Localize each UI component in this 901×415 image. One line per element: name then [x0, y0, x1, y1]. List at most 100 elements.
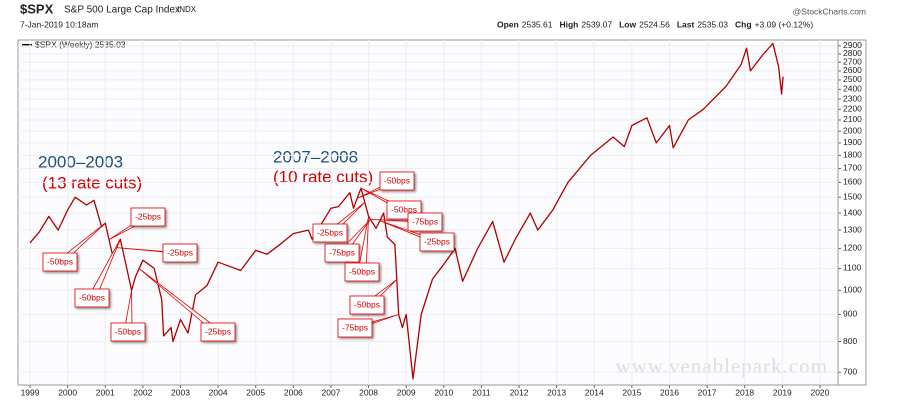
- y-tick-label: 1100: [843, 263, 862, 273]
- quote-label: Low: [619, 19, 636, 29]
- quote-value: 2539.07: [581, 19, 612, 29]
- y-tick-label: 2600: [843, 65, 862, 75]
- y-tick-label: 1300: [843, 224, 862, 234]
- x-tick-label: 2016: [660, 387, 679, 397]
- callout-box: [324, 243, 360, 263]
- callout-box: [344, 262, 380, 282]
- callout-label: -50bps: [391, 204, 417, 214]
- x-tick-label: 2015: [622, 387, 641, 397]
- callout-box: [162, 243, 198, 263]
- x-tick-label: 2009: [397, 387, 416, 397]
- callout-label: -75bps: [412, 216, 438, 226]
- y-tick-label: 2800: [843, 48, 862, 58]
- callout-label: -50bps: [79, 292, 105, 302]
- callout-box: [379, 171, 415, 191]
- y-tick-label: 1200: [843, 243, 862, 253]
- x-tick-label: 2012: [510, 387, 529, 397]
- quote: Open 2535.61 High 2539.07 Low 2524.56 Last 2535…: [497, 19, 813, 29]
- callout-box: [407, 212, 443, 232]
- period-title: 2007–2008: [273, 147, 358, 166]
- period-subtitle: (13 rate cuts): [42, 173, 142, 192]
- period-subtitle: (10 rate cuts): [273, 167, 373, 186]
- x-tick-label: 2007: [321, 387, 340, 397]
- quote-label: High: [559, 19, 578, 29]
- callout-box: [200, 322, 236, 342]
- exchange: INDX: [177, 5, 197, 14]
- callout-label: -50bps: [354, 299, 380, 309]
- y-tick-label: 2500: [843, 74, 862, 84]
- y-tick-label: 1800: [843, 150, 862, 160]
- callout-label: -50bps: [349, 266, 375, 276]
- callout-label: -75bps: [342, 322, 368, 332]
- quote-label: Last: [677, 19, 695, 29]
- price-line: [29, 42, 784, 380]
- callout-box: [312, 223, 348, 243]
- callout-label: -50bps: [115, 326, 141, 336]
- watermark: www.venablepark.com: [616, 354, 828, 378]
- y-tick-label: 2400: [843, 84, 862, 94]
- x-tick-label: 1999: [21, 387, 40, 397]
- quote-label: Chg: [735, 19, 752, 29]
- y-tick-label: 2300: [843, 93, 862, 103]
- x-tick-label: 2019: [773, 387, 792, 397]
- x-tick-label: 2017: [698, 387, 717, 397]
- y-tick-label: 2900: [843, 40, 862, 50]
- y-tick-label: 1000: [843, 285, 862, 295]
- callout-label: -25bps: [317, 227, 343, 237]
- callout-box: [110, 322, 146, 342]
- x-tick-label: 2018: [735, 387, 754, 397]
- callout-label: -25bps: [205, 326, 231, 336]
- callout-label: -25bps: [135, 211, 161, 221]
- quote-label: Open: [497, 19, 519, 29]
- y-tick-label: 900: [843, 309, 857, 319]
- quote-value: +3.09 (+0.12%): [755, 19, 814, 29]
- callout-box: [419, 232, 455, 252]
- x-tick-label: 2004: [209, 387, 228, 397]
- quote-value: 2535.03: [697, 19, 728, 29]
- callout-label: -50bps: [47, 256, 73, 266]
- x-tick-label: 2000: [58, 387, 77, 397]
- x-tick-label: 2003: [171, 387, 190, 397]
- y-tick-label: 2000: [843, 125, 862, 135]
- quote-value: 2535.61: [522, 19, 553, 29]
- x-tick-label: 2006: [284, 387, 303, 397]
- callouts: -50bps -25bps -25bps -50bps -50bps -25bps -50b…: [42, 171, 455, 342]
- callout-box: [130, 207, 166, 227]
- y-tick-label: 1500: [843, 191, 862, 201]
- x-tick-label: 2014: [585, 387, 604, 397]
- date: 7-Jan-2019 10:18am: [20, 19, 98, 29]
- legend-label: $SPX (Weekly) 2535.03: [35, 39, 126, 49]
- source: @StockCharts.com: [793, 6, 866, 16]
- callout-box: [349, 295, 385, 315]
- x-tick-label: 2011: [472, 387, 491, 397]
- y-tick-label: 2200: [843, 104, 862, 114]
- y-tick-label: 1700: [843, 163, 862, 173]
- x-tick-label: 2001: [96, 387, 115, 397]
- callout-box: [42, 252, 78, 272]
- x-tick-label: 2005: [246, 387, 265, 397]
- y-tick-label: 2100: [843, 114, 862, 124]
- y-tick-label: 2700: [843, 57, 862, 67]
- x-tick-label: 2008: [359, 387, 378, 397]
- callout-box: [337, 318, 373, 338]
- quote-value: 2524.56: [639, 19, 670, 29]
- x-tick-label: 2013: [547, 387, 566, 397]
- x-tick-label: 2020: [810, 387, 829, 397]
- x-tick-label: 2002: [133, 387, 152, 397]
- callout-label: -25bps: [424, 236, 450, 246]
- y-tick-label: 800: [843, 336, 857, 346]
- chart-title: S&P 500 Large Cap Index: [64, 5, 180, 16]
- callout-label: -25bps: [167, 247, 193, 257]
- y-tick-label: 1400: [843, 207, 862, 217]
- y-tick-label: 1600: [843, 177, 862, 187]
- callout-box: [74, 288, 110, 308]
- symbol: $SPX: [20, 1, 54, 16]
- callout-label: -50bps: [384, 175, 410, 185]
- y-tick-label: 700: [843, 366, 857, 376]
- x-tick-label: 2010: [434, 387, 453, 397]
- y-axis-panel: [837, 39, 867, 386]
- period-title: 2000–2003: [38, 152, 123, 171]
- y-tick-label: 1900: [843, 137, 862, 147]
- callout-label: -75bps: [329, 247, 355, 257]
